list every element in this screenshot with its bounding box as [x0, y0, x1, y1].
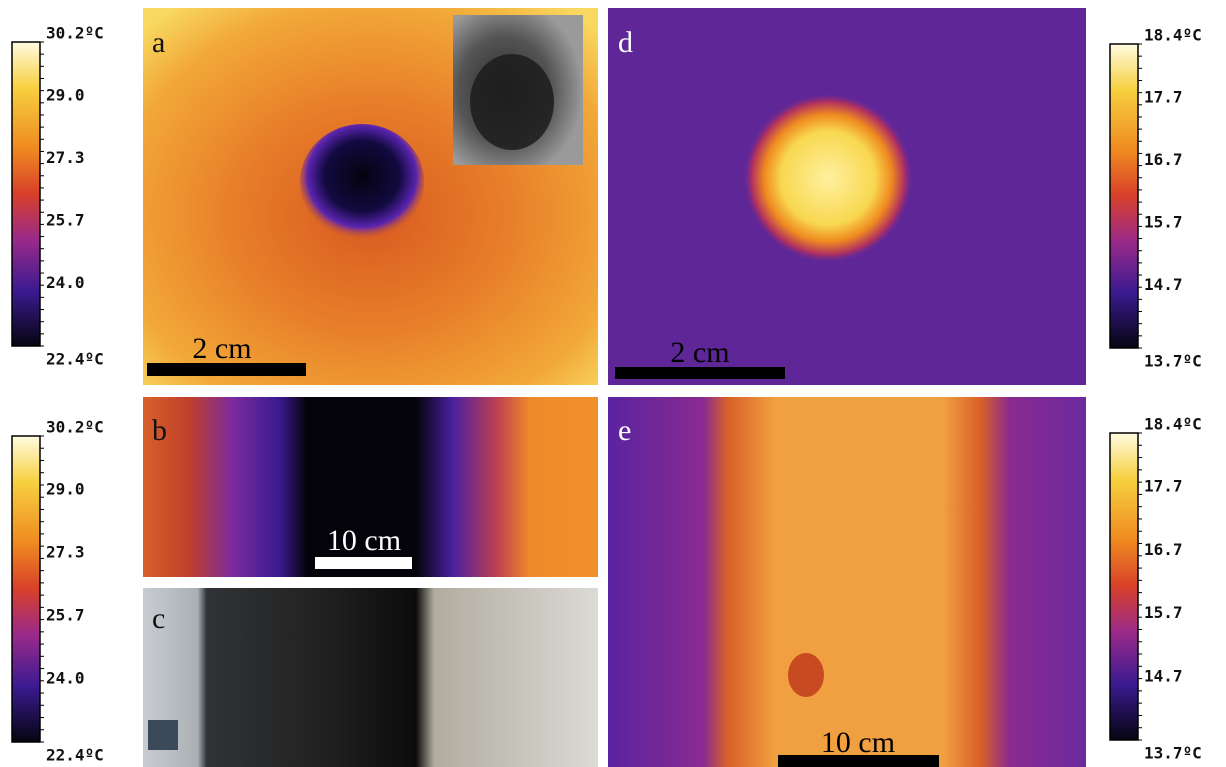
scale-text: 10 cm [821, 726, 895, 759]
panel-label: d [618, 26, 633, 59]
inset-hole [470, 54, 554, 150]
colorbar-label: 22.4ºC [46, 746, 104, 765]
colorbar-label: 29.0 [46, 480, 85, 499]
colorbar-label: 18.4ºC [1144, 415, 1202, 434]
colorbar-label: 25.7 [46, 211, 85, 230]
colorbar-label: 14.7 [1144, 666, 1183, 685]
colorbar-label: 27.3 [46, 148, 85, 167]
panel-label: e [618, 414, 631, 447]
scale-text: 2 cm [192, 332, 251, 365]
colorbar-label: 24.0 [46, 669, 85, 688]
panel-label: a [152, 26, 165, 59]
panel-label: b [152, 414, 167, 447]
scale-bar [315, 557, 412, 569]
colorbar-label: 15.7 [1144, 603, 1183, 622]
scale-text: 10 cm [327, 524, 401, 557]
object [148, 720, 178, 750]
colorbar-label: 25.7 [46, 606, 85, 625]
panel-label: c [152, 602, 165, 635]
colorbar [1110, 433, 1138, 740]
panel-c-image [143, 588, 598, 767]
colorbar-label: 13.7ºC [1144, 352, 1202, 371]
colorbar-label: 17.7 [1144, 477, 1183, 496]
colorbar-label: 27.3 [46, 543, 85, 562]
colorbar-label: 30.2ºC [46, 418, 104, 437]
colorbar-label: 22.4ºC [46, 350, 104, 369]
colorbar [1110, 44, 1138, 348]
colorbar-label: 29.0 [46, 86, 85, 105]
colorbar-label: 16.7 [1144, 150, 1183, 169]
scale-text: 2 cm [670, 336, 729, 369]
colorbar-label: 16.7 [1144, 540, 1183, 559]
spot [788, 653, 824, 697]
panel-e-image [608, 397, 1086, 767]
colorbar-label: 18.4ºC [1144, 26, 1202, 45]
colorbar-label: 13.7ºC [1144, 744, 1202, 763]
colorbar [12, 42, 40, 346]
figure: a 2 cm b 10 cm c d 2 cm e 10 cm 30.2ºC 29… [0, 0, 1226, 767]
colorbar-label: 24.0 [46, 273, 85, 292]
colorbar-label: 30.2ºC [46, 24, 104, 43]
colorbar [12, 436, 40, 742]
colorbar-label: 14.7 [1144, 275, 1183, 294]
colorbar-label: 15.7 [1144, 213, 1183, 232]
warm-spot [743, 93, 913, 263]
colorbar-label: 17.7 [1144, 88, 1183, 107]
hole [300, 124, 424, 240]
